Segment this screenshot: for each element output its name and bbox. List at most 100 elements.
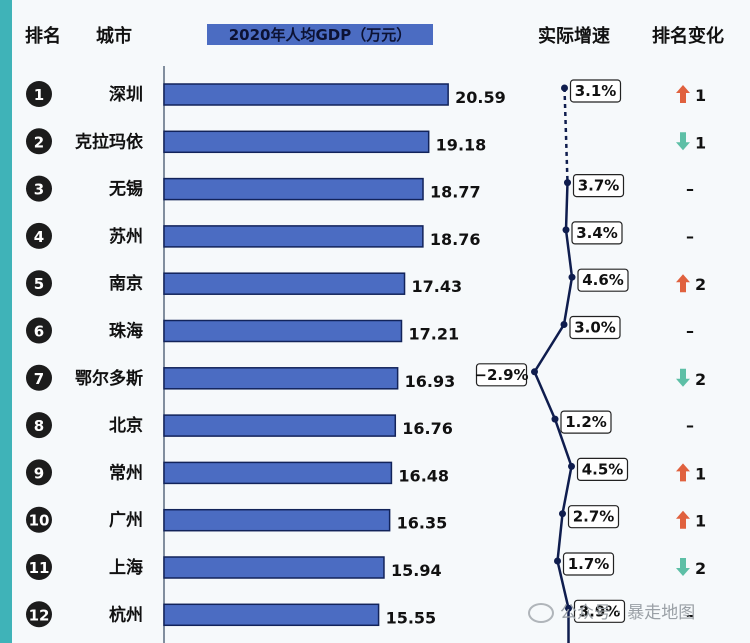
rank-change-value: – [686,180,694,199]
rank-number: 6 [34,323,44,341]
gdp-value-label: 16.93 [405,372,456,391]
rows: 1 深圳 20.59 12 克拉玛依 19.18 13 无锡 18.77 –4 苏州 18.76 –5 南… [26,81,706,628]
growth-label: 1.2% [565,413,607,431]
growth-label-box [573,599,626,623]
growth-point [568,273,576,281]
growth-label: 3.4% [576,224,618,242]
header-change: 排名变化 [652,25,724,47]
gdp-bar [163,556,385,579]
rank-change-value: 2 [695,559,706,578]
rank-change-value: 2 [695,275,706,294]
city-label: 鄂尔多斯 [75,368,143,389]
gdp-value-label: 17.21 [408,325,459,344]
arrow-up-icon [676,85,690,103]
watermark: 公众号 · 暴走地图 [528,598,695,623]
arrow-down-icon [676,558,690,576]
header-gdp: 2020年人均GDP（万元） [229,26,412,44]
growth-label: 4.5% [582,460,624,478]
rank-circle [26,364,52,391]
watermark-text: 公众号 · 暴走地图 [560,603,696,623]
growth-label: 3.7% [578,177,620,195]
city-label: 北京 [109,415,143,436]
gdp-value-label: 20.59 [455,88,506,107]
rank-change-value: 1 [695,464,706,483]
growth-label-box [571,221,623,245]
growth-label-box [475,363,528,387]
growth-label-box [569,79,622,103]
growth-label: 3.0% [574,319,616,337]
gdp-value-label: 18.77 [430,183,481,202]
city-label: 广州 [109,510,143,531]
rank-circle [26,412,52,439]
gdp-bar [163,414,397,437]
rank-change-value: – [686,322,694,341]
city-label: 珠海 [109,321,143,342]
rank-number: 9 [34,464,44,482]
growth-point [551,415,559,423]
rank-change-value: – [686,605,694,624]
gdp-value-label: 17.43 [412,277,463,296]
rank-change-value: – [686,227,694,246]
rank-number: 7 [34,370,44,388]
growth-label: 4.6% [582,271,624,289]
gdp-value-label: 15.94 [391,561,442,580]
gdp-bar [163,603,380,627]
header-gdp-bg [207,24,433,45]
header-growth: 实际增速 [538,25,610,47]
growth-label-box [577,268,629,292]
arrow-up-icon [676,510,690,529]
rank-circle [26,222,52,249]
growth-label: 2.7% [573,508,615,526]
growth-point [531,368,538,376]
rank-number: 2 [34,133,44,151]
rank-number: 5 [34,275,44,293]
rank-number: 3 [34,181,44,199]
gdp-bar [163,319,403,343]
growth-point [565,604,572,612]
gdp-value-label: 18.76 [430,230,481,249]
rank-circle [26,459,52,486]
rank-circle [26,506,52,533]
header-rank: 排名 [25,25,61,47]
growth-point [554,557,561,565]
gdp-bar [163,461,393,485]
growth-label: −2.9% [474,366,528,384]
rank-circle [26,175,52,202]
city-label: 南京 [109,273,143,294]
growth-point [568,462,575,470]
growth-label-box [572,174,625,198]
city-label: 深圳 [109,84,143,105]
rank-circle [26,554,52,580]
growth-line-dashed [563,87,569,183]
city-label: 上海 [109,557,143,578]
rank-number: 8 [34,417,44,435]
growth-label-box [576,457,629,481]
gdp-bar [163,367,399,390]
growth-label: 3.9% [579,602,621,620]
rank-number: 10 [29,512,50,530]
gdp-bar [163,508,391,532]
header-city: 城市 [96,25,132,47]
growth-label-box [562,552,615,576]
growth-point [562,226,570,234]
arrow-down-icon [676,368,690,387]
rank-circle [26,270,52,297]
growth-label-box [567,505,620,529]
gdp-bar [163,225,424,248]
rank-change-value: 1 [695,86,706,105]
growth-point [561,84,568,92]
growth-point [559,510,566,518]
arrow-up-icon [676,463,690,482]
arrow-up-icon [676,274,690,293]
rank-number: 12 [29,606,50,624]
growth-point [560,321,568,328]
city-label: 苏州 [109,226,143,247]
gdp-value-label: 19.18 [436,135,487,154]
gdp-value-label: 16.35 [397,514,448,533]
rank-change-value: 1 [695,512,706,531]
gdp-bar [163,177,424,201]
rank-circle [26,317,52,344]
growth-label: 1.7% [568,555,610,573]
rank-number: 1 [34,86,44,104]
arrow-down-icon [676,132,690,151]
